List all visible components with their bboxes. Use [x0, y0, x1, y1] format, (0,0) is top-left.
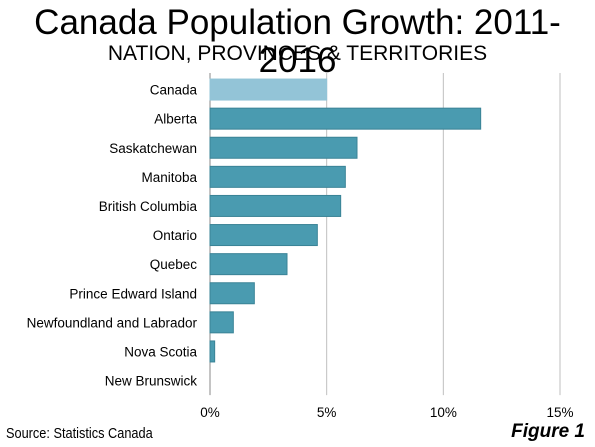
chart-title: Canada Population Growth: 2011-2016: [34, 3, 561, 80]
category-label: Newfoundland and Labrador: [27, 315, 198, 330]
category-label: Prince Edward Island: [69, 286, 197, 301]
category-label: British Columbia: [99, 199, 198, 214]
category-label: Nova Scotia: [124, 344, 197, 359]
bar-nova-scotia: [209, 340, 216, 363]
bar-ontario: [209, 224, 318, 247]
category-label: Canada: [150, 83, 198, 98]
bar-saskatchewan: [209, 136, 358, 159]
bars: [209, 78, 482, 363]
x-tick-label: 15%: [546, 405, 573, 420]
x-tick-labels: 0% 5% 10% 15%: [200, 405, 573, 420]
category-label: New Brunswick: [105, 374, 198, 389]
category-label: Quebec: [150, 257, 198, 272]
category-labels: Canada Alberta Saskatchewan Manitoba British…: [27, 83, 198, 389]
bar-canada: [209, 78, 328, 101]
category-label: Alberta: [154, 112, 197, 127]
bar-prince-edward-island: [209, 282, 255, 305]
category-label: Saskatchewan: [109, 141, 197, 156]
figure-label: Figure 1: [511, 421, 585, 442]
category-label: Manitoba: [141, 170, 197, 185]
category-label: Ontario: [153, 228, 197, 243]
source-note: Source: Statistics Canada: [6, 425, 153, 442]
bar-quebec: [209, 253, 288, 276]
x-tick-label: 5%: [317, 405, 337, 420]
bar-british-columbia: [209, 194, 342, 217]
chart-subtitle: NATION, PROVINCES & TERRITORIES: [107, 42, 488, 65]
bar-alberta: [209, 107, 482, 130]
bar-newfoundland-and-labrador: [209, 311, 234, 334]
x-tick-label: 10%: [430, 405, 457, 420]
x-tick-label: 0%: [200, 405, 220, 420]
bar-manitoba: [209, 165, 346, 188]
